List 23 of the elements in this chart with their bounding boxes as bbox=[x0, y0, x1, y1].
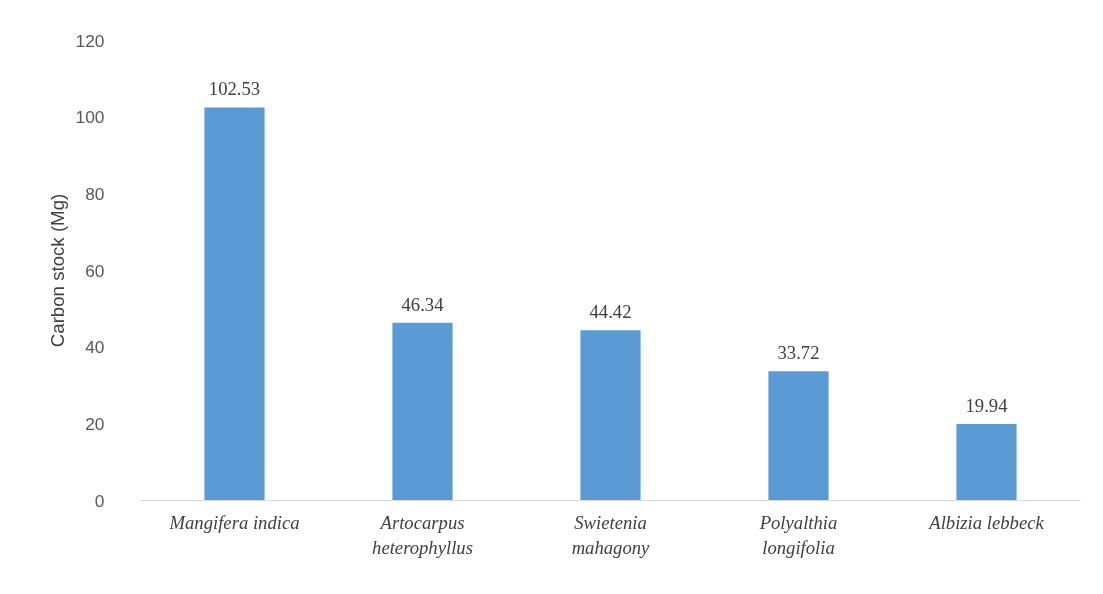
bar bbox=[392, 322, 453, 501]
x-tick-label: Swietenia mahagony bbox=[571, 511, 651, 558]
data-label: 44.42 bbox=[589, 301, 632, 323]
y-tick-label: 40 bbox=[85, 337, 105, 358]
bar bbox=[204, 107, 265, 501]
y-axis-title: Carbon stock (Mg) bbox=[46, 193, 68, 348]
y-tick-label: 120 bbox=[75, 30, 105, 51]
bar bbox=[768, 371, 829, 501]
y-tick-label: 80 bbox=[85, 183, 105, 204]
x-tick-label: Mangifera indica bbox=[168, 511, 300, 533]
x-tick-label: Artocarpus heterophyllus bbox=[372, 511, 473, 558]
data-label: 33.72 bbox=[777, 342, 820, 364]
data-label: 102.53 bbox=[208, 78, 261, 100]
x-tick-label: Polyalthia longifolia bbox=[758, 511, 838, 558]
data-label: 19.94 bbox=[965, 395, 1009, 417]
bar bbox=[580, 330, 641, 501]
x-tick-label: Albizia lebbeck bbox=[927, 511, 1045, 533]
y-tick-label: 60 bbox=[85, 260, 105, 281]
y-tick-label: 100 bbox=[75, 107, 105, 128]
y-tick-label: 20 bbox=[85, 413, 105, 434]
y-tick-label: 0 bbox=[94, 490, 105, 511]
bar bbox=[956, 424, 1017, 501]
data-label: 46.34 bbox=[401, 293, 445, 315]
